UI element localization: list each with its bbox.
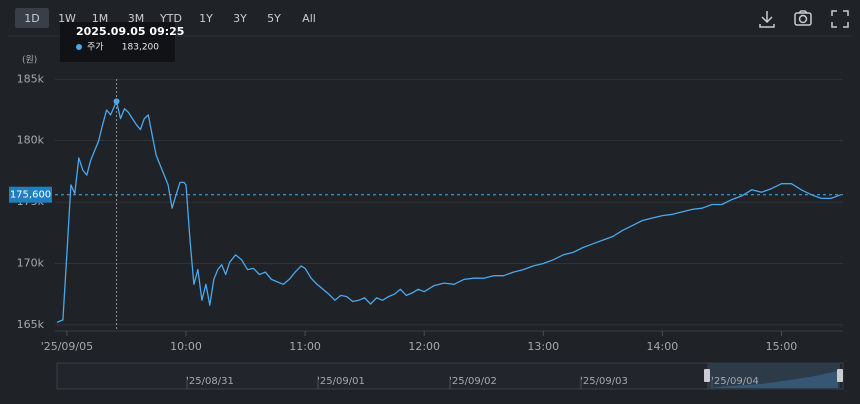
y-tick-label: 185k — [17, 72, 45, 85]
navigator-handle[interactable] — [837, 369, 843, 382]
navigator-handle[interactable] — [704, 369, 710, 382]
x-tick-label: 13:00 — [527, 340, 559, 353]
x-tick-label: 12:00 — [408, 340, 440, 353]
navigator-label: '25/08/31 — [186, 376, 234, 387]
tooltip-time: 2025.09.05 09:25 — [76, 25, 184, 38]
y-tick-label: 165k — [17, 318, 45, 331]
navigator-label: '25/09/03 — [580, 376, 628, 387]
price-line — [56, 100, 842, 323]
range-button[interactable]: YTD — [159, 12, 182, 25]
x-tick-label: 14:00 — [647, 340, 679, 353]
tooltip-value: 183,200 — [122, 43, 159, 53]
toolbar-icons — [759, 10, 849, 28]
navigator-label: '25/09/02 — [449, 376, 497, 387]
tooltip-dot — [76, 44, 82, 50]
y-tick-label: 180k — [17, 134, 45, 147]
fullscreen-button[interactable] — [831, 10, 849, 28]
screenshot-button[interactable] — [794, 10, 812, 26]
navigator: '25/08/31 '25/09/01 '25/09/02 '25/09/03 '25/… — [56, 362, 844, 390]
download-button[interactable] — [759, 11, 775, 28]
range-button[interactable]: 3Y — [233, 12, 247, 25]
range-button[interactable]: 3M — [128, 12, 145, 25]
hover-point — [113, 98, 120, 105]
x-tick-label: '25/09/05 — [41, 340, 93, 353]
range-button[interactable]: 1M — [92, 12, 109, 25]
tooltip-series: 주가 — [87, 42, 104, 53]
y-unit: (원) — [22, 55, 37, 66]
x-tick-label: 11:00 — [289, 340, 321, 353]
navigator-area — [709, 371, 838, 388]
x-tick-label: 15:00 — [766, 340, 798, 353]
range-button[interactable]: 1Y — [199, 12, 213, 25]
tooltip-bg — [60, 22, 175, 62]
range-button[interactable]: 1W — [58, 12, 76, 25]
range-button[interactable]: 1D — [24, 12, 39, 25]
navigator-label: '25/09/01 — [317, 376, 365, 387]
range-selected-bg — [15, 8, 49, 28]
x-tick-label: 10:00 — [170, 340, 202, 353]
range-button[interactable]: All — [302, 12, 316, 25]
range-button[interactable]: 5Y — [267, 12, 281, 25]
reference-label-bg — [9, 186, 52, 203]
navigator-label: '25/09/04 — [711, 376, 759, 387]
y-tick-label: 170k — [17, 256, 45, 269]
reference-label: 175,600 — [10, 190, 51, 201]
